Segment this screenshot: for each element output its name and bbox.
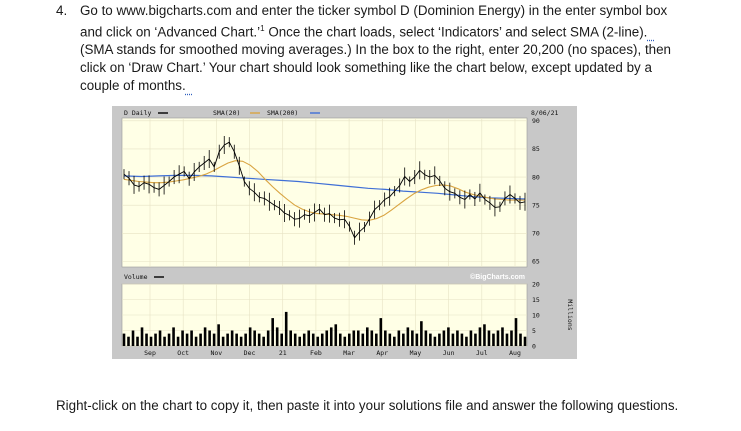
spacing-mark: [647, 24, 654, 39]
date-label: 8/06/21: [531, 109, 558, 117]
x-tick-label: Aug: [509, 349, 521, 357]
volume-tick-label: 15: [532, 296, 540, 304]
volume-unit-label: Millions: [566, 299, 574, 330]
question-number: 4.: [56, 3, 68, 18]
legend-sma200: SMA(200): [267, 109, 298, 117]
question-text: Go to www.bigcharts.com and enter the ti…: [80, 2, 680, 95]
volume-tick-label: 5: [532, 327, 536, 335]
volume-tick-label: 0: [532, 342, 536, 350]
instruction-footer: Right-click on the chart to copy it, the…: [56, 398, 679, 413]
question-text-part-1: Go to www.bigcharts.com and enter the ti…: [80, 3, 668, 40]
price-tick-label: 85: [532, 145, 540, 153]
price-tick-label: 65: [532, 258, 540, 266]
x-tick-label: Mar: [343, 349, 355, 357]
price-tick-label: 75: [532, 201, 540, 209]
x-tick-label: Apr: [376, 349, 388, 357]
x-tick-label: Jun: [443, 349, 455, 357]
price-tick-label: 90: [532, 117, 540, 125]
price-tick-label: 70: [532, 230, 540, 238]
spacing-mark-end: [186, 78, 193, 93]
price-tick-label: 80: [532, 173, 540, 181]
footnote-marker: 1: [260, 24, 265, 33]
x-tick-label: Sep: [144, 349, 156, 357]
sma200-line: [123, 174, 526, 200]
price-line: [123, 141, 526, 239]
volume-tick-label: 20: [532, 280, 540, 288]
legend-sma20: SMA(20): [213, 109, 240, 117]
watermark: ©BigCharts.com: [470, 273, 525, 281]
x-tick-label: Nov: [210, 349, 222, 357]
x-tick-label: Jul: [476, 349, 488, 357]
x-tick-label: 21: [279, 349, 287, 357]
question-text-part-3: (SMA stands for smoothed moving averages…: [80, 42, 672, 94]
x-tick-label: May: [410, 349, 422, 357]
x-tick-label: Oct: [177, 349, 189, 357]
axis-ticks: 65 70 75 80 85 90 0 5 10 15 20 Sep Oct Nov Dec 21 Feb Mar…: [144, 117, 540, 357]
x-tick-label: Feb: [310, 349, 322, 357]
grid-lines: [122, 118, 527, 347]
legend-price: D Daily: [124, 109, 151, 117]
price-series: [123, 135, 526, 245]
stock-chart: 65 70 75 80 85 90 0 5 10 15 20 Sep Oct Nov Dec 21 Feb Mar…: [112, 106, 577, 359]
volume-series: [122, 311, 527, 346]
x-tick-label: Dec: [244, 349, 256, 357]
volume-tick-label: 10: [532, 311, 540, 319]
volume-label: Volume: [124, 273, 148, 281]
question-text-part-2: Once the chart loads, select ‘Indicators…: [264, 24, 648, 40]
